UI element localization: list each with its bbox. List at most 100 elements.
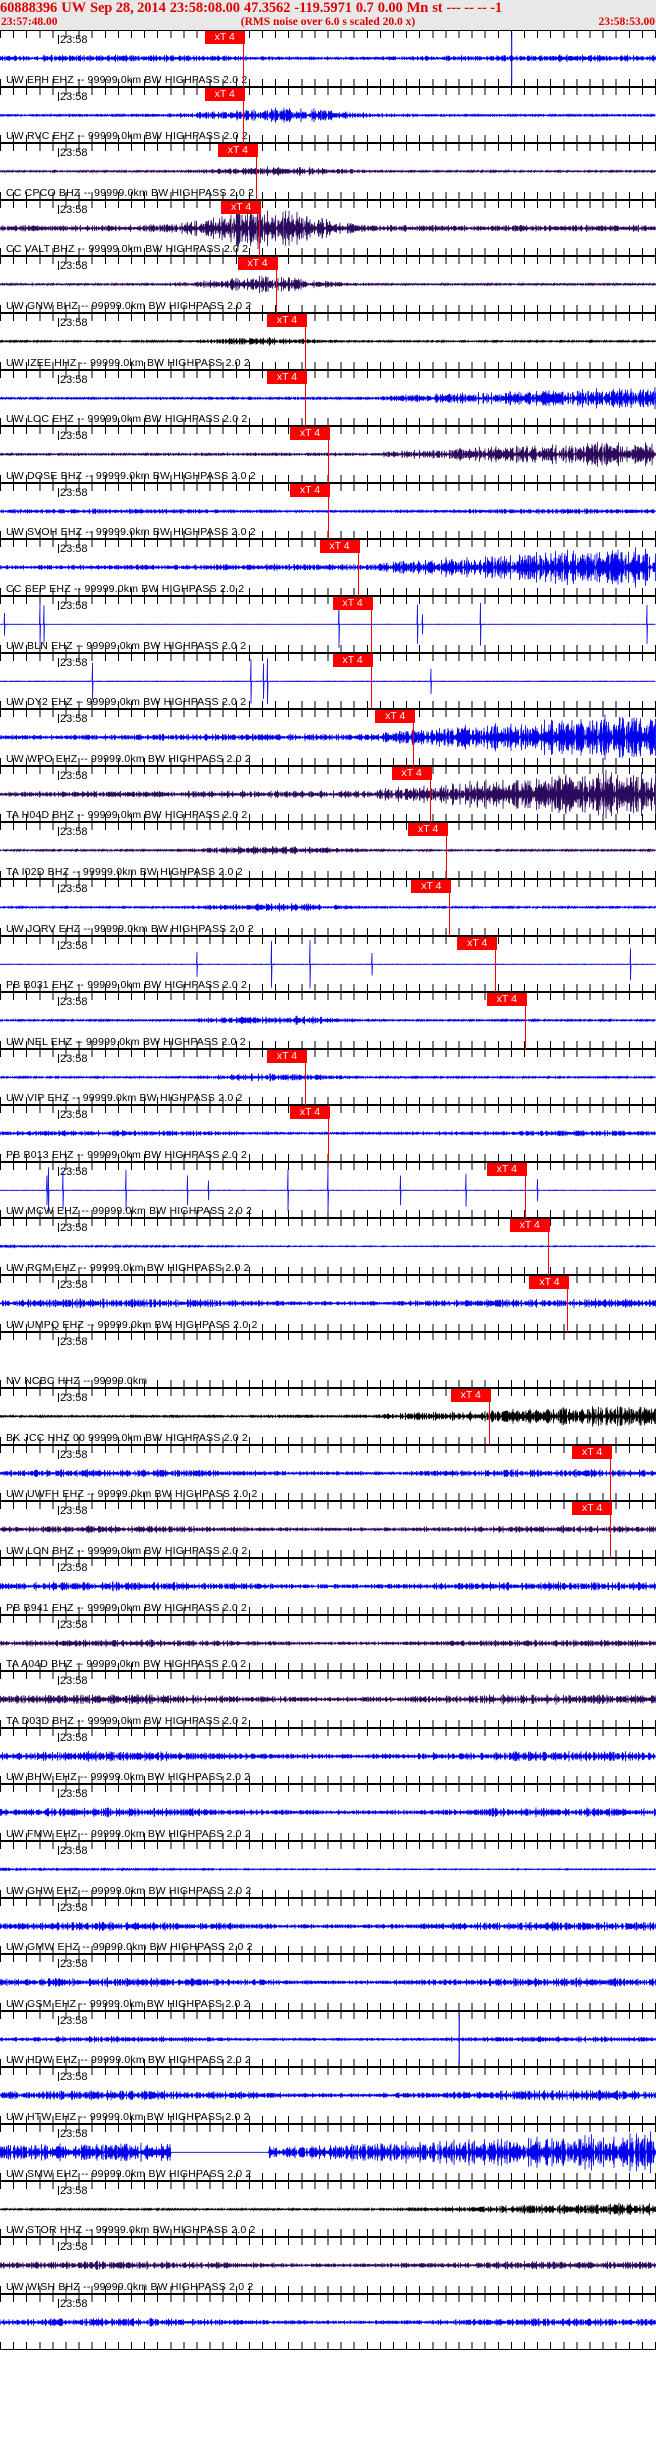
trace-row[interactable]: 23:58 xT 4 UW RCM EHZ -- 99999.0km BW HIGH… [0, 1218, 656, 1276]
phase-pick-marker[interactable]: xT 4 [408, 823, 449, 837]
trace-row[interactable]: 23:58 xT 4 UW UMPQ EHZ -- 99999.0km BW HIG… [0, 1275, 656, 1332]
waveform [0, 441, 656, 468]
trace-row[interactable]: 23:58 xT 4 PB B031 EHZ -- 99999.0km BW HIG… [0, 935, 656, 993]
trace-row[interactable]: 23:58 UW HTW EHZ -- 99999.0km BW HIGHPASS… [0, 2067, 656, 2124]
time-tick-text: 23:58 [60, 2184, 88, 2197]
phase-pick-marker[interactable]: xT 4 [290, 483, 330, 497]
time-tick-label: 23:58 [58, 91, 88, 103]
phase-pick-marker[interactable]: xT 4 [572, 1502, 613, 1516]
phase-pick-marker[interactable]: xT 4 [217, 144, 258, 158]
trace-row[interactable]: 23:58 xT 4 UW WPO EHZ -- 99999.0km BW HIGH… [0, 709, 656, 766]
trace-row[interactable]: 23:58 xT 4 PB B013 EHZ -- 99999.0km BW HIG… [0, 1105, 656, 1162]
trace-row[interactable]: 23:58 xT 4 UW EPH EHZ -- 99999.0km BW HIGH… [0, 30, 656, 87]
trace-row[interactable]: 23:58 xT 4 UW SVOH EHZ -- 99999.0km BW HIG… [0, 482, 656, 540]
trace-row[interactable]: 23:58 xT 4 UW BLN EHZ -- 99999.0km BW HIGH… [0, 595, 656, 653]
axis-ticks-top [0, 936, 656, 944]
waveform [0, 1750, 656, 1762]
phase-pick-marker[interactable]: xT 4 [204, 87, 245, 101]
phase-pick-marker[interactable]: xT 4 [529, 1276, 570, 1290]
axis-ticks-bottom [0, 1550, 656, 1558]
phase-pick-marker[interactable]: xT 4 [486, 1162, 527, 1176]
row-divider-bottom [0, 311, 656, 313]
trace-row[interactable]: 23:58 xT 4 UW IZEE HHZ -- 99999.0km BW HIG… [0, 312, 656, 370]
trace-row[interactable]: 23:58 xT 4 UW MCW EHZ -- 99999.0km BW HIGH… [0, 1161, 656, 1219]
trace-row[interactable]: 23:58 UW FMW EHZ -- 99999.0km BW HIGHPASS… [0, 1784, 656, 1841]
trace-row[interactable]: 23:58 xT 4 CC VALT BHZ -- 99999.0km BW HIG… [0, 199, 656, 257]
phase-pick-marker[interactable]: xT 4 [411, 879, 452, 893]
time-tick-label: 23:58 [58, 826, 88, 838]
phase-pick-marker[interactable]: xT 4 [391, 766, 432, 780]
phase-pick-marker[interactable]: xT 4 [457, 936, 498, 950]
phase-pick-marker[interactable]: xT 4 [221, 200, 262, 214]
trace-row[interactable]: 23:58 UW WISH BHZ -- 99999.0km BW HIGHPAS… [0, 2237, 656, 2294]
axis-ticks-top [0, 1445, 656, 1453]
trace-row[interactable]: 23:58 UW BHW EHZ -- 99999.0km BW HIGHPASS… [0, 1727, 656, 1785]
phase-pick-marker[interactable]: xT 4 [290, 1106, 330, 1120]
phase-pick-marker[interactable]: xT 4 [509, 1219, 550, 1233]
trace-row[interactable]: 23:58 TA A04D BHZ -- 99999.0km BW HIGHPAS… [0, 1614, 656, 1672]
phase-pick-marker[interactable]: xT 4 [375, 710, 416, 724]
trace-row[interactable]: 23:58 UW HDW EHZ -- 99999.0km BW HIGHPASS… [0, 2010, 656, 2068]
time-tick-label: 23:58 [58, 1619, 88, 1631]
time-tick-text: 23:58 [60, 430, 88, 443]
time-tick-text: 23:58 [60, 939, 88, 952]
trace-row[interactable]: 23:58 xT 4 UW DOSE BHZ -- 99999.0km BW HIG… [0, 426, 656, 483]
trace-row[interactable]: 23:58 UW SMW EHZ -- 99999.0km BW HIGHPASS… [0, 2123, 656, 2181]
waveform [0, 2013, 656, 2066]
phase-pick-marker[interactable]: xT 4 [267, 370, 308, 384]
trace-row[interactable]: 23:58 [0, 2293, 656, 2351]
trace-row[interactable]: 23:58 xT 4 CC SEP EHZ -- 99999.0km BW HIGH… [0, 539, 656, 596]
phase-pick-marker[interactable]: xT 4 [486, 993, 527, 1007]
time-tick-label: 23:58 [58, 1166, 88, 1178]
phase-pick-marker[interactable]: xT 4 [204, 31, 245, 44]
phase-pick-line [328, 427, 329, 483]
phase-pick-marker[interactable]: xT 4 [332, 596, 373, 610]
phase-pick-marker[interactable]: xT 4 [572, 1445, 613, 1459]
row-divider-top [0, 30, 656, 31]
trace-row[interactable]: 23:58 xT 4 UW RVC EHZ -- 99999.0km BW HIGH… [0, 86, 656, 144]
trace-row[interactable]: 23:58 xT 4 UW LOC EHZ -- 99999.0km BW HIGH… [0, 369, 656, 427]
axis-ticks-bottom [0, 814, 656, 822]
trace-row[interactable]: 23:58 xT 4 TA I02D BHZ -- 99999.0km BW HIG… [0, 822, 656, 879]
trace-row[interactable]: 23:58 PB B941 EHZ -- 99999.0km BW HIGHPAS… [0, 1558, 656, 1615]
trace-row[interactable]: 23:58 UW GHW EHZ -- 99999.0km BW HIGHPASS… [0, 1841, 656, 1898]
waveform [0, 166, 656, 177]
phase-pick-marker[interactable]: xT 4 [332, 653, 373, 667]
time-tick-label: 23:58 [58, 940, 88, 952]
trace-row[interactable]: 23:58 xT 4 BK JCC HHZ 00 99999.0km BW HIGH… [0, 1388, 656, 1445]
phase-pick-marker[interactable]: xT 4 [450, 1389, 491, 1403]
phase-pick-marker[interactable]: xT 4 [267, 1049, 308, 1063]
channel-label: UW JORV EHZ -- 99999.0km BW HIGHPASS 2.0… [6, 922, 254, 935]
row-divider-top [0, 1727, 656, 1729]
phase-pick-line [429, 766, 431, 823]
time-tick-label: 23:58 [58, 1958, 88, 1970]
axis-ticks-bottom [0, 78, 656, 86]
trace-row[interactable]: 23:58 xT 4 UW LON BHZ -- 99999.0km BW HIGH… [0, 1501, 656, 1559]
trace-row[interactable]: 23:58 xT 4 UW NEL EHZ -- 99999.0km BW HIGH… [0, 992, 656, 1049]
time-tick-text: 23:58 [60, 260, 88, 273]
trace-row[interactable]: 23:58 UW GMW EHZ -- 99999.0km BW HIGHPASS… [0, 1897, 656, 1955]
trace-row[interactable]: 23:58 TA D03D BHZ -- 99999.0km BW HIGHPAS… [0, 1671, 656, 1728]
trace-row[interactable]: 23:58 xT 4 CC CPCO BHZ -- 99999.0km BW HIG… [0, 143, 656, 200]
trace-row[interactable]: 23:58 xT 4 UW VIP EHZ -- 99999.0km BW HIGH… [0, 1048, 656, 1106]
time-tick-label: 23:58 [58, 1562, 88, 1574]
axis-ticks-bottom [0, 1776, 656, 1784]
row-divider-bottom [0, 1670, 656, 1672]
waveform [0, 2260, 656, 2270]
trace-row[interactable]: 23:58 UW STOR HHZ -- 99999.0km BW HIGHPAS… [0, 2180, 656, 2238]
phase-pick-marker[interactable]: xT 4 [237, 257, 278, 271]
trace-row[interactable]: 23:58 xT 4 UW DY2 EHZ -- 99999.0km BW HIGH… [0, 652, 656, 710]
time-tick-label: 23:58 [58, 2298, 88, 2310]
trace-row[interactable]: 23:58 xT 4 UW GNW BHZ -- 99999.0km BW HIGH… [0, 256, 656, 313]
phase-pick-marker[interactable]: xT 4 [319, 540, 360, 554]
trace-row[interactable]: 23:58 NV NCBC HHZ -- 99999.0km [0, 1331, 656, 1389]
time-tick-label: 23:58 [58, 770, 88, 782]
phase-pick-marker[interactable]: xT 4 [267, 313, 308, 327]
trace-row[interactable]: 23:58 xT 4 UW UWFH EHZ -- 99999.0km BW HIG… [0, 1444, 656, 1502]
row-divider-top [0, 1841, 656, 1842]
trace-row[interactable]: 23:58 xT 4 UW JORV EHZ -- 99999.0km BW HIG… [0, 878, 656, 936]
trace-row[interactable]: 23:58 UW GSM EHZ -- 99999.0km BW HIGHPASS… [0, 1954, 656, 2011]
trace-row[interactable]: 23:58 xT 4 TA H04D BHZ -- 99999.0km BW HIG… [0, 765, 656, 823]
row-divider-top [0, 1614, 656, 1616]
phase-pick-marker[interactable]: xT 4 [290, 427, 330, 441]
